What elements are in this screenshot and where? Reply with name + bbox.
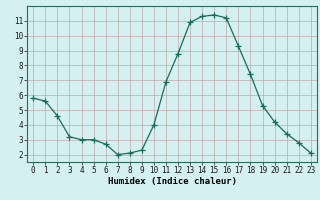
X-axis label: Humidex (Indice chaleur): Humidex (Indice chaleur) <box>108 177 236 186</box>
